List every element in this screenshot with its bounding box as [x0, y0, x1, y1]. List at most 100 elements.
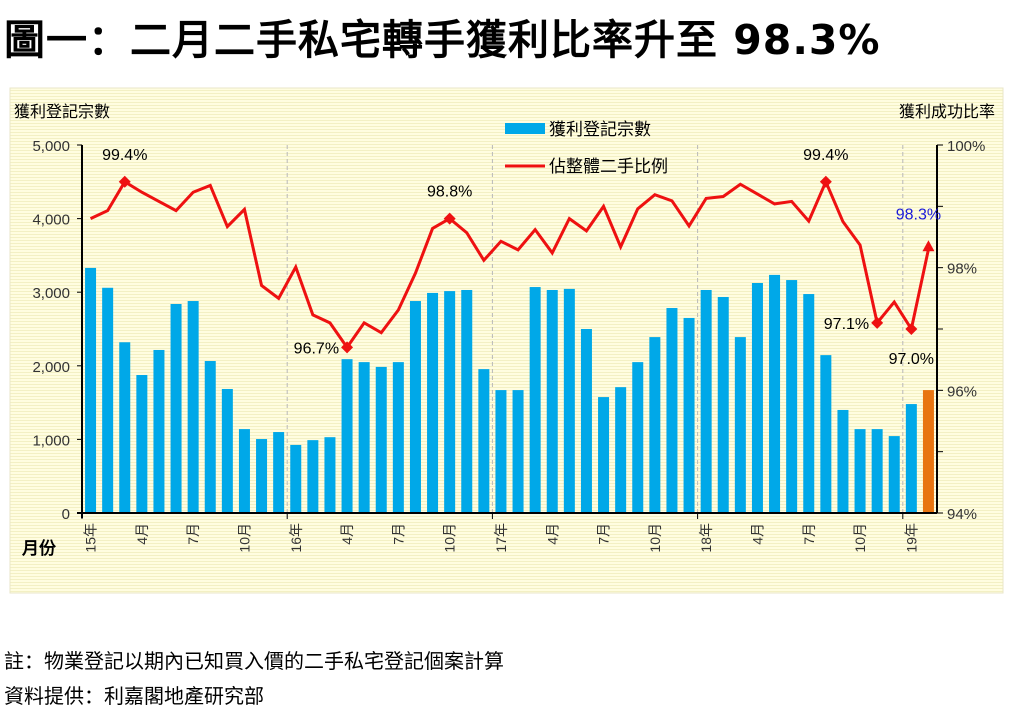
- bar: [204, 361, 216, 513]
- bar: [153, 349, 165, 513]
- bar: [871, 429, 883, 513]
- bar: [427, 292, 439, 513]
- bar: [615, 387, 627, 513]
- point-marker: [819, 175, 832, 188]
- data-label: 98.3%: [896, 206, 941, 223]
- bar: [478, 369, 490, 513]
- x-axis-title: 月份: [21, 538, 57, 558]
- x-tick-label: 4月: [339, 523, 355, 545]
- bar: [649, 337, 661, 513]
- ratio-line: [89, 178, 930, 351]
- data-label: 97.1%: [824, 316, 869, 333]
- bar: [136, 375, 148, 513]
- y-tick-label: 0: [62, 506, 70, 523]
- point-marker: [905, 323, 918, 335]
- bar: [786, 280, 798, 513]
- bar: [717, 296, 729, 513]
- y-tick-label: 2,000: [32, 359, 70, 376]
- data-label: 99.4%: [803, 147, 848, 164]
- y2-tick-label: 94%: [947, 506, 977, 523]
- y-tick-label: 5,000: [32, 138, 70, 155]
- bar: [273, 432, 285, 513]
- x-tick-label: 7月: [801, 523, 817, 545]
- point-marker: [341, 341, 354, 354]
- bar: [102, 287, 114, 513]
- bar: [563, 288, 575, 513]
- bar: [119, 342, 131, 513]
- point-marker: [443, 212, 456, 225]
- bar: [85, 267, 97, 513]
- data-label: 98.8%: [427, 184, 472, 201]
- x-tick-label: 17年: [493, 523, 509, 553]
- y-tick-label: 4,000: [32, 212, 70, 229]
- bar: [837, 409, 849, 513]
- arrow-marker: [922, 240, 935, 252]
- y2-tick-label: 98%: [947, 261, 977, 278]
- x-tick-label: 4月: [749, 523, 765, 545]
- bar: [683, 317, 695, 513]
- bar: [221, 388, 233, 513]
- footnote: 註：物業登記以期內已知買入價的二手私宅登記個案計算: [4, 649, 504, 673]
- point-marker: [118, 175, 131, 188]
- bar: [170, 303, 182, 513]
- left-axis-title: 獲利登記宗數: [14, 103, 110, 121]
- bar: [461, 289, 473, 513]
- y-tick-label: 3,000: [32, 285, 70, 302]
- legend-bar-label: 獲利登記宗數: [549, 120, 651, 139]
- x-tick-label: 7月: [185, 523, 201, 545]
- bar: [580, 329, 592, 513]
- bar: [700, 289, 712, 513]
- bar: [751, 283, 763, 513]
- bar: [512, 390, 524, 513]
- x-tick-label: 7月: [390, 523, 406, 545]
- bar: [409, 301, 421, 513]
- bar: [666, 308, 678, 513]
- bar: [238, 429, 250, 513]
- legend-bar-swatch: [505, 123, 545, 134]
- x-tick-label: 4月: [134, 523, 150, 545]
- x-tick-label: 4月: [544, 523, 560, 545]
- x-tick-label: 10月: [442, 523, 458, 553]
- x-tick-label: 10月: [852, 523, 868, 553]
- chart-background: [9, 87, 1004, 594]
- y2-tick-label: 100%: [947, 138, 985, 155]
- bar: [734, 337, 746, 513]
- x-tick-label: 7月: [596, 523, 612, 545]
- y2-tick-label: 96%: [947, 383, 977, 400]
- bar: [922, 390, 934, 513]
- bar: [769, 274, 781, 513]
- bar: [854, 429, 866, 513]
- bar: [256, 439, 268, 513]
- bar: [307, 440, 319, 513]
- bar: [444, 291, 456, 513]
- bar: [187, 301, 199, 513]
- data-label: 97.0%: [889, 351, 934, 368]
- data-label: 96.7%: [294, 340, 339, 357]
- x-tick-label: 16年: [288, 523, 304, 553]
- bar: [803, 294, 815, 513]
- data-label: 99.4%: [102, 147, 147, 164]
- bar: [290, 444, 302, 513]
- x-tick-label: 10月: [647, 523, 663, 553]
- bar: [341, 359, 353, 513]
- bar: [392, 362, 404, 513]
- bar: [598, 397, 610, 513]
- bar: [632, 362, 644, 513]
- chart-title: 圖一：二月二手私宅轉手獲利比率升至 98.3%: [4, 16, 881, 64]
- x-tick-label: 19年: [903, 523, 919, 553]
- bar: [905, 404, 917, 513]
- bar: [495, 390, 507, 513]
- legend-line-label: 佔整體二手比例: [549, 157, 668, 176]
- x-tick-label: 15年: [83, 523, 99, 553]
- bar: [358, 362, 370, 513]
- x-tick-label: 10月: [236, 523, 252, 553]
- bar: [529, 287, 541, 513]
- right-axis-title: 獲利成功比率: [899, 103, 995, 121]
- bar: [324, 437, 336, 513]
- bar: [820, 355, 832, 513]
- bar: [888, 436, 900, 513]
- bar: [375, 366, 387, 513]
- x-tick-label: 18年: [698, 523, 714, 553]
- point-marker: [871, 316, 884, 329]
